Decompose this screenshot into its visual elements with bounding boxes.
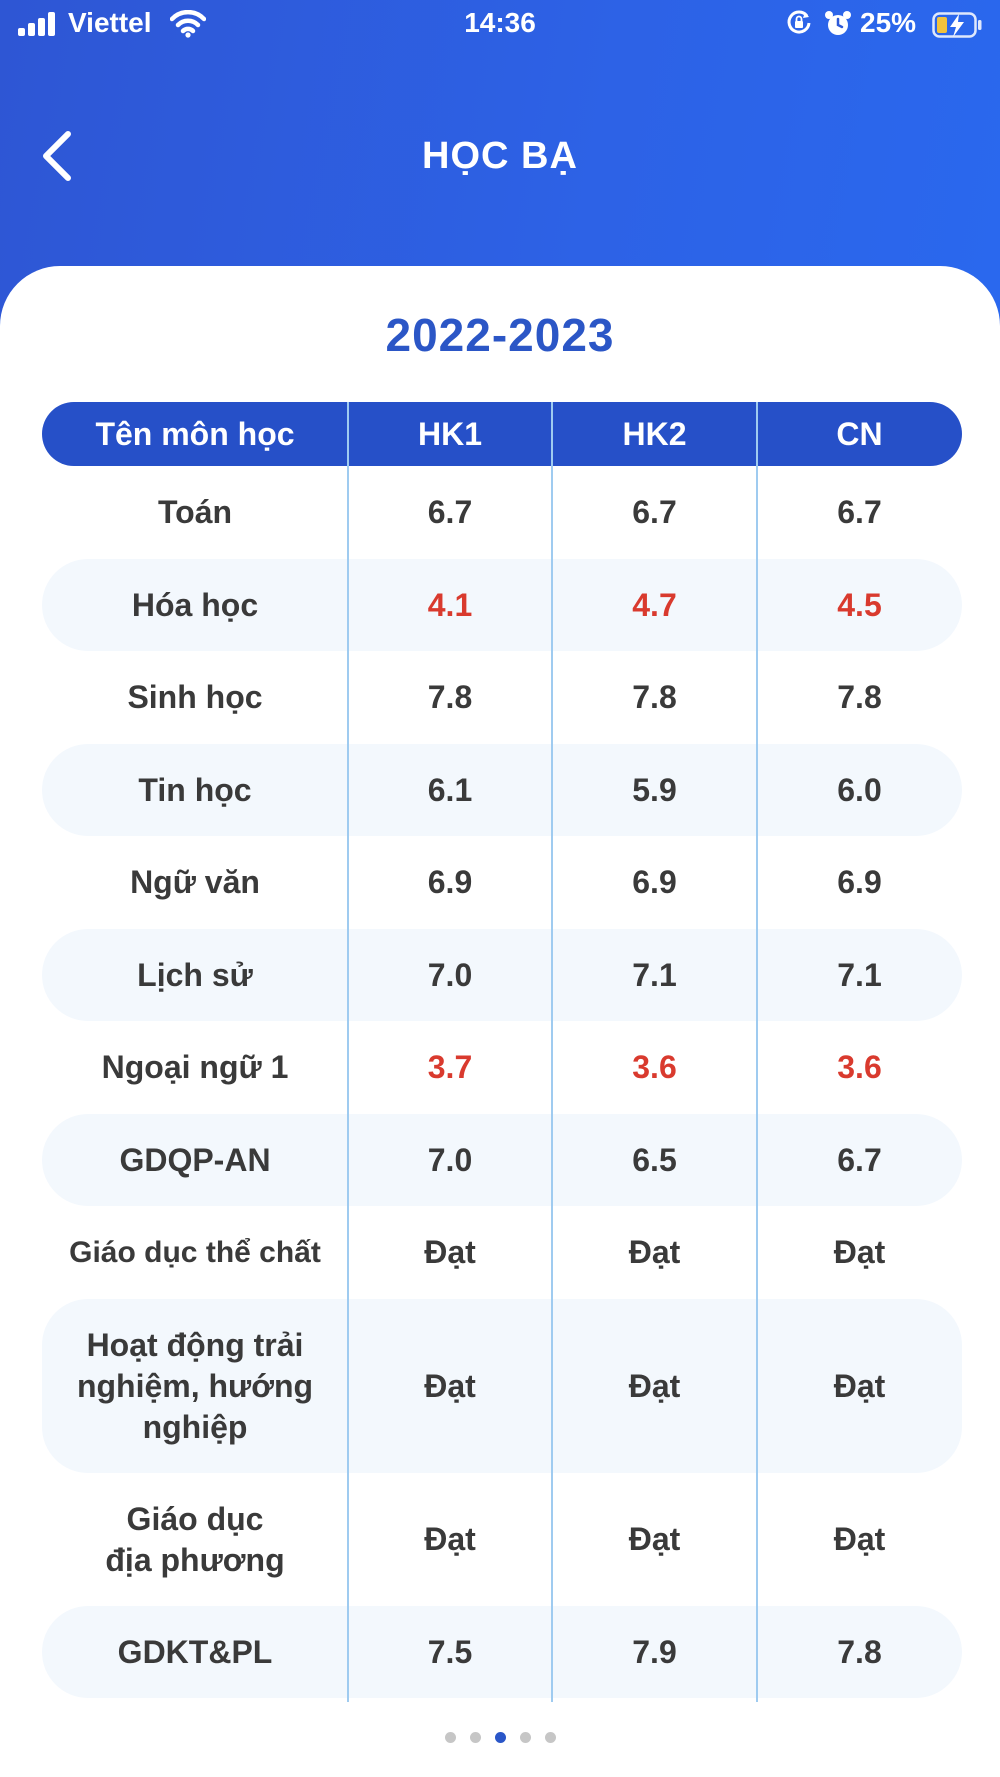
score-cn: 4.5 — [837, 586, 882, 623]
report-card: 2022-2023 Tên môn học HK1 HK2 CN Toán 6.… — [0, 266, 1000, 1777]
score-hk2: 7.1 — [632, 956, 677, 993]
subject-name: GDKT&PL — [117, 1633, 273, 1670]
score-hk1: Đạt — [424, 1234, 476, 1270]
score-cn: 6.7 — [837, 494, 882, 530]
score-hk2: 6.9 — [632, 864, 677, 900]
score-hk2: 7.9 — [632, 1633, 677, 1670]
header-subject: Tên môn học — [95, 415, 295, 452]
score-hk2: 5.9 — [632, 771, 677, 808]
subject-name: Toán — [157, 494, 233, 530]
subject-name: Giáo dục địa phương — [105, 1500, 285, 1578]
score-cn: Đạt — [833, 1521, 886, 1557]
page-dot[interactable] — [519, 1732, 531, 1743]
score-hk1: Đạt — [424, 1521, 476, 1557]
column-divider — [347, 402, 349, 1702]
table-row: Lịch sử 7.0 7.1 7.1 — [42, 929, 962, 1021]
table-row: GDQP-AN 7.0 6.5 6.7 — [42, 1114, 962, 1206]
back-chevron-icon[interactable] — [36, 128, 80, 184]
score-hk1: 7.8 — [427, 679, 473, 715]
subject-name: Sinh học — [127, 679, 263, 715]
score-hk1: 3.7 — [427, 1049, 473, 1085]
score-cn: Đạt — [833, 1234, 886, 1270]
table-row: Giáo dục thể chất Đạt Đạt Đạt — [42, 1206, 962, 1299]
score-hk2: 6.5 — [632, 1141, 677, 1178]
score-hk1: 7.0 — [427, 1141, 473, 1178]
header-hk1: HK1 — [417, 415, 482, 452]
table-row: Ngữ văn 6.9 6.9 6.9 — [42, 836, 962, 929]
battery-percent: 25% — [860, 7, 917, 38]
score-cn: 7.8 — [837, 1633, 882, 1670]
table-row: Ngoại ngữ 1 3.7 3.6 3.6 — [42, 1021, 962, 1114]
subject-name: Tin học — [138, 771, 252, 808]
carrier-name: Viettel — [68, 7, 152, 38]
table-row: Giáo dục địa phương Đạt Đạt Đạt — [42, 1473, 962, 1606]
school-year: 2022-2023 — [385, 309, 615, 361]
score-hk2: 3.6 — [632, 1049, 677, 1085]
header-hk2: HK2 — [622, 415, 687, 452]
subject-name: Lịch sử — [137, 956, 253, 993]
table-row: Hóa học 4.1 4.7 4.5 — [42, 559, 962, 651]
score-hk1: 6.7 — [427, 494, 473, 530]
status-bar: Viettel 14:36 25% — [0, 0, 1000, 50]
table-row: Tin học 6.1 5.9 6.0 — [42, 744, 962, 836]
score-hk2: Đạt — [628, 1234, 681, 1270]
wifi-icon — [170, 10, 206, 38]
status-time: 14:36 — [464, 7, 536, 38]
subject-name: GDQP-AN — [119, 1141, 271, 1178]
subject-name: Ngoại ngữ 1 — [101, 1049, 289, 1085]
grades-table: Tên môn học HK1 HK2 CN Toán 6.7 6.7 6.7 … — [42, 402, 962, 1698]
subject-name: Hoạt động trải nghiệm, hướng nghiệp — [76, 1326, 314, 1445]
score-hk1: 7.0 — [427, 956, 473, 993]
battery-charging-icon — [932, 12, 982, 38]
table-row: Toán 6.7 6.7 6.7 — [42, 466, 962, 559]
table-header: Tên môn học HK1 HK2 CN — [42, 402, 962, 466]
page-dot[interactable] — [544, 1732, 556, 1743]
score-cn: 3.6 — [837, 1049, 882, 1085]
score-cn: 6.7 — [837, 1141, 882, 1178]
page-dot-active[interactable] — [494, 1732, 506, 1743]
column-divider — [756, 402, 758, 1702]
score-hk1: 7.5 — [427, 1633, 473, 1670]
score-cn: 7.8 — [837, 679, 882, 715]
orientation-lock-icon — [787, 10, 811, 34]
score-cn: Đạt — [833, 1367, 886, 1404]
subject-name: Ngữ văn — [130, 864, 260, 900]
score-cn: 7.1 — [837, 956, 882, 993]
subject-name: Giáo dục thể chất — [69, 1236, 321, 1269]
page-dot[interactable] — [469, 1732, 481, 1743]
score-hk2: 6.7 — [632, 494, 677, 530]
page-dot[interactable] — [444, 1732, 456, 1743]
table-row: GDKT&PL 7.5 7.9 7.8 — [42, 1606, 962, 1698]
score-hk1: 4.1 — [427, 586, 473, 623]
subject-name: Hóa học — [131, 586, 259, 623]
column-divider — [551, 402, 553, 1702]
table-row: Sinh học 7.8 7.8 7.8 — [42, 651, 962, 744]
header-cn: CN — [836, 415, 883, 452]
score-hk1: 6.1 — [427, 771, 473, 808]
page-indicator[interactable] — [0, 1732, 1000, 1743]
score-hk2: 4.7 — [632, 586, 677, 623]
signal-icon — [18, 12, 60, 36]
score-hk2: 7.8 — [632, 679, 677, 715]
score-hk2: Đạt — [628, 1521, 681, 1557]
alarm-icon — [825, 11, 851, 35]
score-hk1: 6.9 — [427, 864, 473, 900]
page-title: HỌC BẠ — [422, 135, 578, 177]
score-hk1: Đạt — [424, 1367, 476, 1404]
score-cn: 6.9 — [837, 864, 882, 900]
table-row: Hoạt động trải nghiệm, hướng nghiệp Đạt … — [42, 1299, 962, 1473]
score-cn: 6.0 — [837, 771, 882, 808]
score-hk2: Đạt — [628, 1367, 681, 1404]
